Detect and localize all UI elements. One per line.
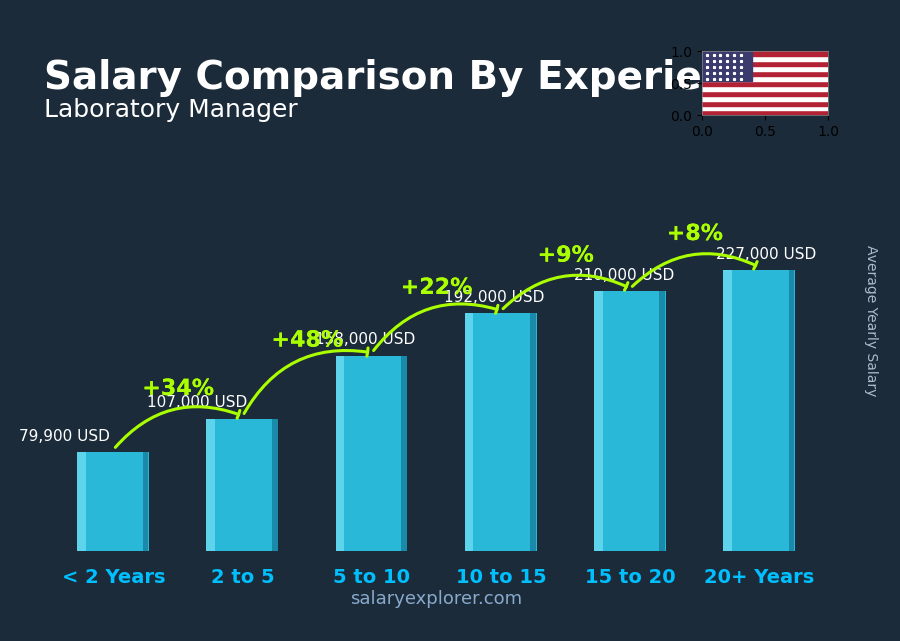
Text: 15 to 20: 15 to 20 (585, 568, 676, 587)
Bar (702, 71, 828, 76)
Bar (206, 419, 215, 551)
Text: +8%: +8% (667, 224, 723, 244)
Bar (702, 81, 828, 86)
Text: 79,900 USD: 79,900 USD (19, 429, 110, 444)
Bar (702, 56, 828, 61)
Bar (272, 419, 277, 551)
Bar (336, 356, 344, 551)
Bar (207, 419, 278, 551)
Text: +48%: +48% (272, 331, 343, 351)
Bar (702, 96, 828, 101)
Text: 192,000 USD: 192,000 USD (445, 290, 544, 305)
Text: Salary Comparison By Experience: Salary Comparison By Experience (44, 59, 778, 97)
Bar (594, 291, 603, 551)
Bar (724, 270, 795, 551)
Text: 10 to 15: 10 to 15 (455, 568, 546, 587)
Text: 5 to 10: 5 to 10 (333, 568, 410, 587)
Bar (702, 91, 828, 96)
Bar (77, 453, 86, 551)
Text: Average Yearly Salary: Average Yearly Salary (864, 245, 878, 396)
Bar (660, 291, 665, 551)
Bar (78, 453, 149, 551)
Bar (401, 356, 407, 551)
Text: +9%: +9% (537, 246, 594, 266)
Bar (595, 291, 666, 551)
Bar (702, 76, 828, 81)
Text: 2 to 5: 2 to 5 (211, 568, 274, 587)
Text: < 2 Years: < 2 Years (62, 568, 166, 587)
Bar (702, 51, 828, 56)
Text: 227,000 USD: 227,000 USD (716, 247, 816, 262)
Bar (702, 61, 828, 66)
Bar (702, 106, 828, 110)
Text: 20+ Years: 20+ Years (705, 568, 814, 587)
Text: salaryexplorer.com: salaryexplorer.com (350, 590, 523, 608)
Text: Laboratory Manager: Laboratory Manager (44, 98, 298, 122)
Bar (702, 66, 828, 71)
Bar (530, 313, 536, 551)
Bar (788, 270, 795, 551)
Text: +34%: +34% (142, 379, 214, 399)
Bar (465, 313, 473, 551)
Bar (702, 51, 752, 81)
Text: 210,000 USD: 210,000 USD (573, 268, 674, 283)
Bar (702, 86, 828, 91)
Bar (337, 356, 408, 551)
Text: +22%: +22% (400, 278, 472, 298)
Bar (465, 313, 536, 551)
Bar (702, 101, 828, 106)
Bar (142, 453, 148, 551)
Bar (724, 270, 732, 551)
Text: 107,000 USD: 107,000 USD (148, 395, 248, 410)
Text: 158,000 USD: 158,000 USD (315, 332, 416, 347)
Bar (702, 110, 828, 115)
